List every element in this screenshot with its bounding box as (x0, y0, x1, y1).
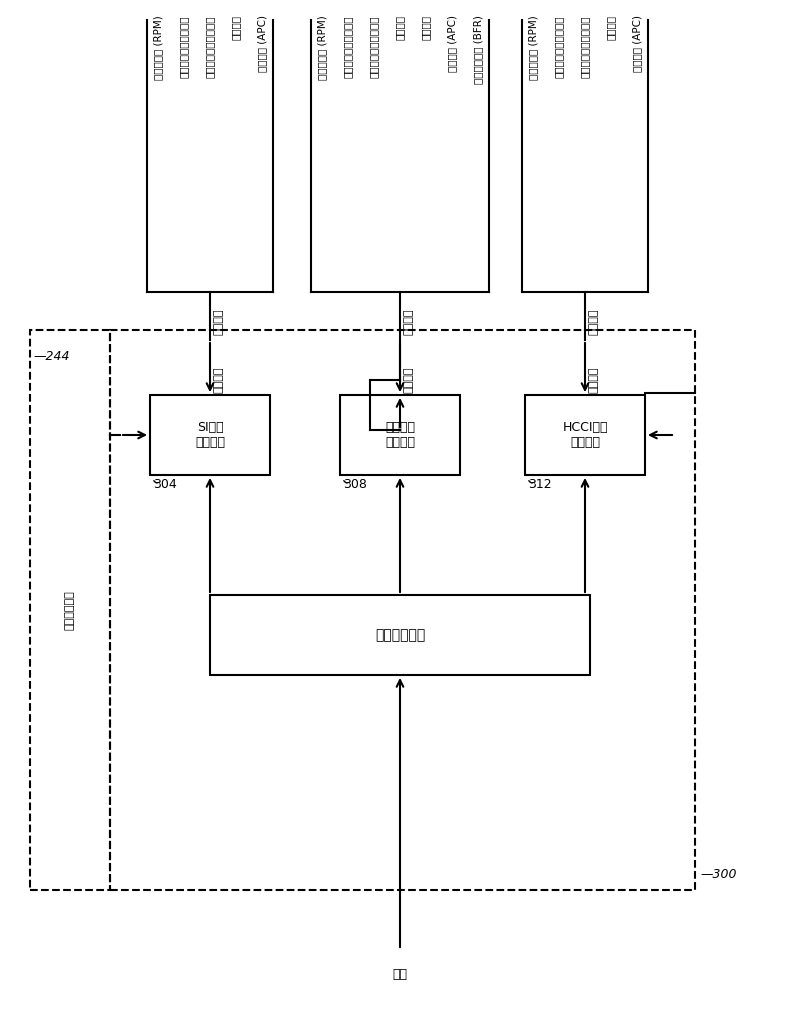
Bar (340, 395, 460, 475)
Text: —300: —300 (700, 869, 737, 882)
Bar (30, 330, 110, 890)
Text: 估计搓矩: 估计搓矩 (589, 309, 599, 336)
Text: 估计搓矩: 估计搓矩 (404, 367, 414, 394)
Text: 火花正时: 火花正时 (231, 15, 241, 40)
Text: 估计搓矩: 估计搓矩 (404, 309, 414, 336)
Text: 模式: 模式 (393, 968, 407, 981)
Text: 混合搓矩
估计模块: 混合搓矩 估计模块 (385, 421, 415, 448)
Text: 发动机速度 (RPM): 发动机速度 (RPM) (528, 15, 538, 79)
Text: 发动机速度 (RPM): 发动机速度 (RPM) (317, 15, 327, 79)
Text: 燃料质量: 燃料质量 (395, 15, 405, 40)
Text: 估计搓矩: 估计搓矩 (589, 367, 599, 394)
Bar (525, 395, 645, 475)
Text: 估计搓矩: 估计搓矩 (214, 309, 224, 336)
Text: 进气凸轮相移相器角度: 进气凸轮相移相器角度 (179, 15, 189, 77)
Text: 排气凸轮相移相器角度: 排气凸轮相移相器角度 (205, 15, 215, 77)
Text: 燃料质量: 燃料质量 (606, 15, 616, 40)
Text: 估计搓矩: 估计搓矩 (214, 367, 224, 394)
Text: —244: —244 (33, 350, 70, 363)
Text: 排气凸轮相移相器角度: 排气凸轮相移相器角度 (369, 15, 379, 77)
Text: 火花正时: 火花正时 (421, 15, 431, 40)
Text: SI搓矩
估计模块: SI搓矩 估计模块 (195, 421, 225, 448)
Text: HCCI搓矩
估计模块: HCCI搓矩 估计模块 (562, 421, 608, 448)
Bar (210, 595, 590, 675)
Text: 每缸空气 (APC): 每缸空气 (APC) (257, 15, 267, 72)
Text: 308: 308 (343, 478, 367, 491)
Text: 搓矩估计模块: 搓矩估计模块 (65, 590, 75, 630)
Text: 304: 304 (153, 478, 177, 491)
Text: 进气凸轮相移相器角度: 进气凸轮相移相器角度 (554, 15, 564, 77)
Text: 进气凸轮相移相器角度: 进气凸轮相移相器角度 (343, 15, 353, 77)
Text: 312: 312 (528, 478, 552, 491)
Text: 排气凸轮相移相器角度: 排气凸轮相移相器角度 (580, 15, 590, 77)
Text: 每缸空气 (APC): 每缸空气 (APC) (632, 15, 642, 72)
Text: 每缸空气 (APC): 每缸空气 (APC) (447, 15, 457, 72)
Bar (110, 330, 695, 890)
Text: 估计燃料需求 (BFR): 估计燃料需求 (BFR) (473, 15, 483, 83)
Bar (150, 395, 270, 475)
Text: 发动机速度 (RPM): 发动机速度 (RPM) (153, 15, 163, 79)
Text: 模型选择模块: 模型选择模块 (375, 629, 425, 642)
